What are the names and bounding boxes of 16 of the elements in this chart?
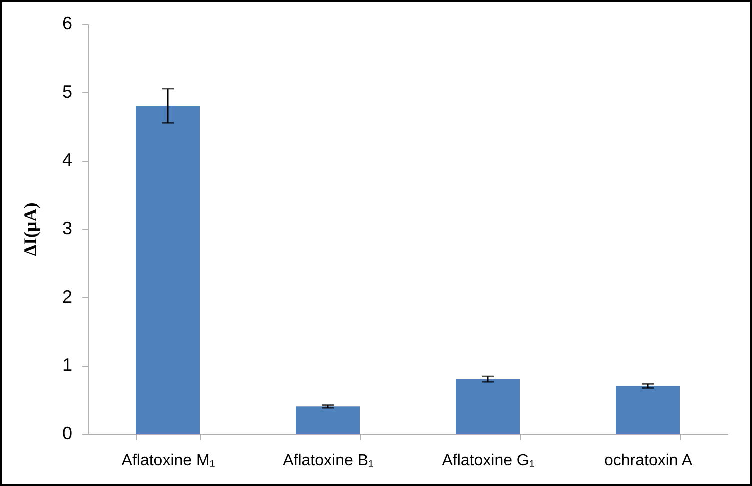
y-tick-label: 3 (62, 218, 72, 238)
y-tick-label: 6 (62, 14, 72, 34)
x-tick-label: Aflatoxine M₁ (122, 452, 216, 470)
y-tick-label: 5 (62, 82, 72, 102)
x-tick-label: Aflatoxine B₁ (283, 452, 374, 470)
y-tick-label: 1 (62, 355, 72, 376)
y-axis-title: ΔI(μA) (20, 202, 40, 256)
y-tick-label: 2 (62, 286, 72, 307)
x-tick-label: ochratoxin A (604, 452, 693, 470)
bar (456, 379, 520, 434)
x-tick-label: Aflatoxine G₁ (442, 452, 535, 470)
bar (296, 406, 360, 434)
bar (616, 386, 680, 434)
bar (136, 106, 200, 434)
y-tick-label: 4 (62, 150, 72, 170)
y-tick-label: 0 (62, 424, 72, 444)
